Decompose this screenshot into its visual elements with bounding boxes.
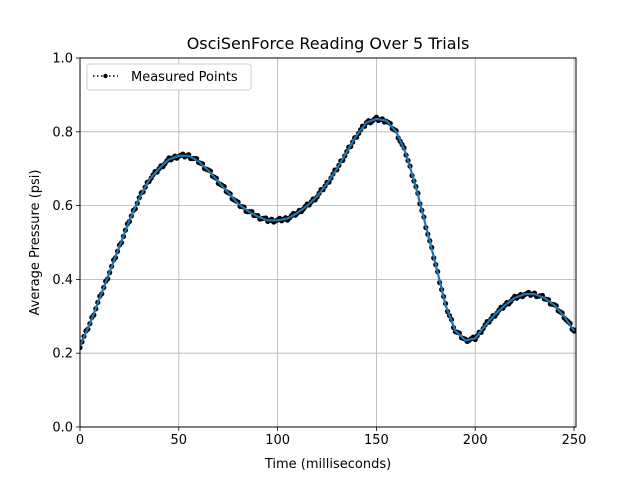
average-line-series	[80, 117, 575, 347]
y-tick-label: 0.2	[52, 347, 73, 362]
measured-point	[80, 344, 83, 351]
y-tick-label: 1.0	[52, 52, 73, 67]
y-tick-label: 0.8	[52, 125, 73, 140]
y-tick-label: 0.4	[52, 273, 73, 288]
x-tick-label: 100	[265, 433, 290, 448]
x-tick-label: 0	[76, 433, 84, 448]
y-tick-label: 0.6	[52, 199, 73, 214]
plot-series	[80, 114, 576, 351]
legend: Measured Points	[86, 63, 252, 91]
chart-title: OsciSenForce Reading Over 5 Trials	[187, 34, 470, 53]
grid	[79, 57, 576, 428]
y-axis-label: Average Pressure (psi)	[28, 170, 43, 316]
x-tick-label: 200	[463, 433, 488, 448]
legend-box	[86, 63, 252, 91]
x-tick-label: 150	[364, 433, 389, 448]
legend-marker-dot	[103, 73, 108, 79]
x-axis-label: Time (milliseconds)	[264, 457, 391, 472]
measured-point	[573, 327, 576, 333]
axis-ticks: 0 50 100 150 200 250 0.0 0.2 0.4 0.6 0.8 1.0	[52, 52, 586, 449]
x-tick-label: 50	[171, 433, 188, 448]
plot-area-frame	[79, 57, 577, 428]
legend-entry-measured-points: Measured Points	[131, 70, 238, 85]
x-tick-label: 250	[562, 433, 587, 448]
y-tick-label: 0.0	[52, 421, 73, 436]
